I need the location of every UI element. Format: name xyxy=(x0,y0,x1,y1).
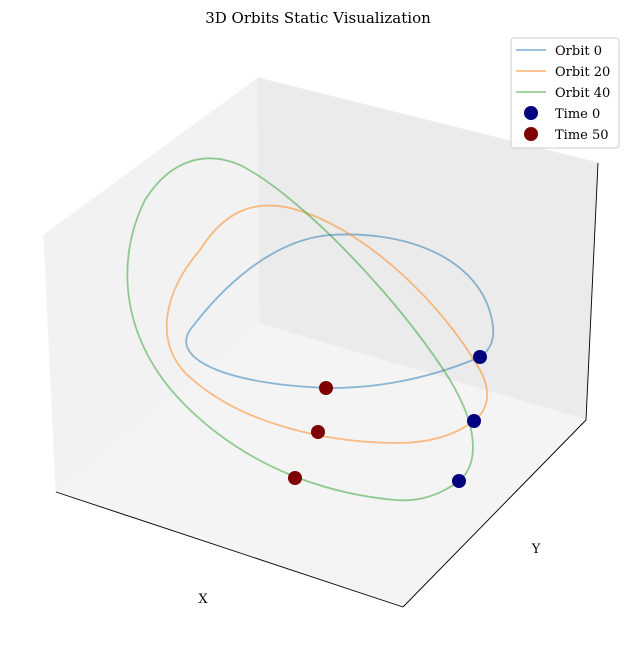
orbit-line-20 xyxy=(165,204,488,444)
orbit-line-0 xyxy=(185,233,495,389)
legend: Orbit 0 Orbit 20 Orbit 40 Time 0 Time 50 xyxy=(510,37,620,149)
legend-label-orbit-40: Orbit 40 xyxy=(555,86,610,101)
axes-panes xyxy=(43,77,599,608)
marker-time-50-orbit-40 xyxy=(288,471,302,485)
x-axis-line xyxy=(55,491,404,608)
orbit-line-40 xyxy=(126,157,474,502)
marker-time-0-orbit-40 xyxy=(452,474,466,488)
y-axis-line xyxy=(402,419,587,608)
legend-marker-time-50 xyxy=(524,127,538,141)
y-axis-label: Y xyxy=(531,542,541,557)
legend-label-orbit-20: Orbit 20 xyxy=(555,65,610,80)
legend-marker-time-0 xyxy=(524,106,538,120)
marker-time-0-orbit-0 xyxy=(473,350,487,364)
legend-label-orbit-0: Orbit 0 xyxy=(555,44,602,59)
marker-time-50-orbit-20 xyxy=(311,425,325,439)
x-axis-label: X xyxy=(198,592,208,607)
legend-box xyxy=(510,37,620,149)
marker-time-50-orbit-0 xyxy=(319,381,333,395)
z-axis-line xyxy=(585,162,599,421)
chart-title: 3D Orbits Static Visualization xyxy=(205,9,431,27)
orbit-curves xyxy=(126,157,495,502)
legend-label-time-50: Time 50 xyxy=(555,128,609,143)
time-markers xyxy=(288,350,487,488)
marker-time-0-orbit-20 xyxy=(467,414,481,428)
legend-label-time-0: Time 0 xyxy=(555,107,600,122)
